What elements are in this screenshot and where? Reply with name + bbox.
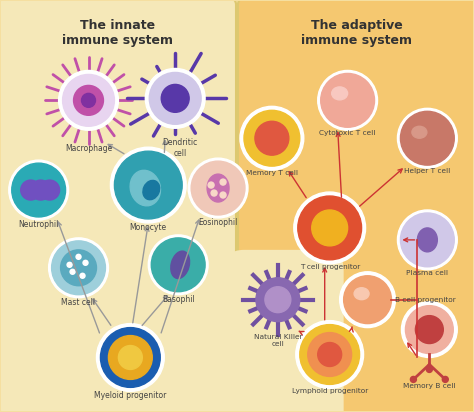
FancyBboxPatch shape bbox=[224, 250, 344, 412]
Circle shape bbox=[21, 180, 41, 200]
Circle shape bbox=[191, 161, 245, 215]
Circle shape bbox=[240, 106, 304, 170]
Circle shape bbox=[220, 192, 226, 198]
Text: Monocyte: Monocyte bbox=[130, 223, 167, 232]
Text: Dendritic
cell: Dendritic cell bbox=[163, 138, 198, 158]
Ellipse shape bbox=[171, 251, 190, 279]
Text: Myeloid progenitor: Myeloid progenitor bbox=[94, 391, 166, 400]
Circle shape bbox=[109, 335, 152, 379]
Circle shape bbox=[318, 342, 342, 366]
Text: Natural Killer
cell: Natural Killer cell bbox=[254, 334, 302, 346]
Circle shape bbox=[52, 241, 105, 295]
Circle shape bbox=[405, 306, 453, 353]
Circle shape bbox=[401, 302, 457, 358]
Ellipse shape bbox=[418, 228, 438, 252]
Circle shape bbox=[151, 238, 205, 292]
Circle shape bbox=[70, 269, 75, 274]
Circle shape bbox=[67, 262, 72, 267]
Circle shape bbox=[9, 160, 69, 220]
Circle shape bbox=[244, 110, 300, 166]
Circle shape bbox=[415, 316, 443, 344]
Ellipse shape bbox=[354, 288, 369, 300]
Text: Memory B cell: Memory B cell bbox=[403, 384, 456, 389]
FancyBboxPatch shape bbox=[238, 0, 474, 412]
Ellipse shape bbox=[130, 170, 161, 206]
Text: B cell progenitor: B cell progenitor bbox=[395, 297, 456, 303]
Circle shape bbox=[31, 180, 51, 200]
Circle shape bbox=[61, 250, 97, 286]
Text: The innate
immune system: The innate immune system bbox=[62, 19, 173, 47]
FancyBboxPatch shape bbox=[0, 0, 236, 412]
Circle shape bbox=[63, 75, 114, 126]
Text: Lymphoid progenitor: Lymphoid progenitor bbox=[292, 389, 368, 394]
Circle shape bbox=[321, 73, 374, 127]
Ellipse shape bbox=[143, 180, 160, 200]
Circle shape bbox=[298, 196, 362, 260]
Circle shape bbox=[208, 182, 214, 188]
Circle shape bbox=[114, 151, 182, 219]
Circle shape bbox=[296, 321, 364, 389]
Text: Plasma cell: Plasma cell bbox=[406, 270, 448, 276]
Text: Neutrophil: Neutrophil bbox=[18, 220, 59, 229]
Circle shape bbox=[255, 121, 289, 155]
Circle shape bbox=[100, 328, 160, 387]
Text: Eosinophil: Eosinophil bbox=[199, 218, 238, 227]
Circle shape bbox=[40, 180, 60, 200]
Text: T cell progenitor: T cell progenitor bbox=[300, 264, 360, 270]
Circle shape bbox=[110, 147, 186, 223]
Circle shape bbox=[188, 158, 248, 218]
Circle shape bbox=[118, 346, 142, 370]
Circle shape bbox=[146, 68, 205, 128]
Circle shape bbox=[312, 210, 347, 246]
Circle shape bbox=[410, 377, 416, 382]
Circle shape bbox=[80, 273, 85, 278]
Circle shape bbox=[256, 278, 300, 322]
Circle shape bbox=[76, 254, 81, 259]
Ellipse shape bbox=[332, 87, 347, 100]
Circle shape bbox=[294, 192, 365, 264]
Circle shape bbox=[220, 179, 226, 185]
Circle shape bbox=[344, 276, 392, 323]
Text: Macrophage: Macrophage bbox=[65, 144, 112, 153]
Ellipse shape bbox=[412, 126, 427, 138]
Circle shape bbox=[398, 210, 457, 270]
Circle shape bbox=[49, 238, 109, 298]
Text: Helper T cell: Helper T cell bbox=[404, 168, 450, 174]
Circle shape bbox=[318, 70, 377, 130]
Circle shape bbox=[12, 163, 65, 217]
Circle shape bbox=[59, 70, 118, 130]
Circle shape bbox=[73, 85, 103, 115]
Text: Memory T cell: Memory T cell bbox=[246, 170, 298, 176]
Circle shape bbox=[211, 190, 217, 196]
Circle shape bbox=[161, 84, 189, 112]
Circle shape bbox=[401, 111, 454, 165]
Ellipse shape bbox=[207, 174, 229, 202]
Circle shape bbox=[401, 213, 454, 267]
Circle shape bbox=[83, 260, 88, 265]
Circle shape bbox=[442, 377, 448, 382]
Circle shape bbox=[308, 332, 352, 377]
Circle shape bbox=[426, 366, 432, 372]
Circle shape bbox=[82, 94, 95, 108]
Text: Mast cell: Mast cell bbox=[62, 298, 96, 307]
Circle shape bbox=[340, 272, 395, 328]
Circle shape bbox=[149, 73, 201, 124]
Circle shape bbox=[300, 325, 360, 384]
Circle shape bbox=[148, 235, 208, 295]
Text: Cytotoxic T cell: Cytotoxic T cell bbox=[319, 130, 376, 136]
Circle shape bbox=[398, 108, 457, 168]
Circle shape bbox=[97, 323, 164, 391]
Text: Basophil: Basophil bbox=[162, 295, 194, 304]
Circle shape bbox=[265, 287, 291, 313]
Text: The adaptive
immune system: The adaptive immune system bbox=[301, 19, 412, 47]
